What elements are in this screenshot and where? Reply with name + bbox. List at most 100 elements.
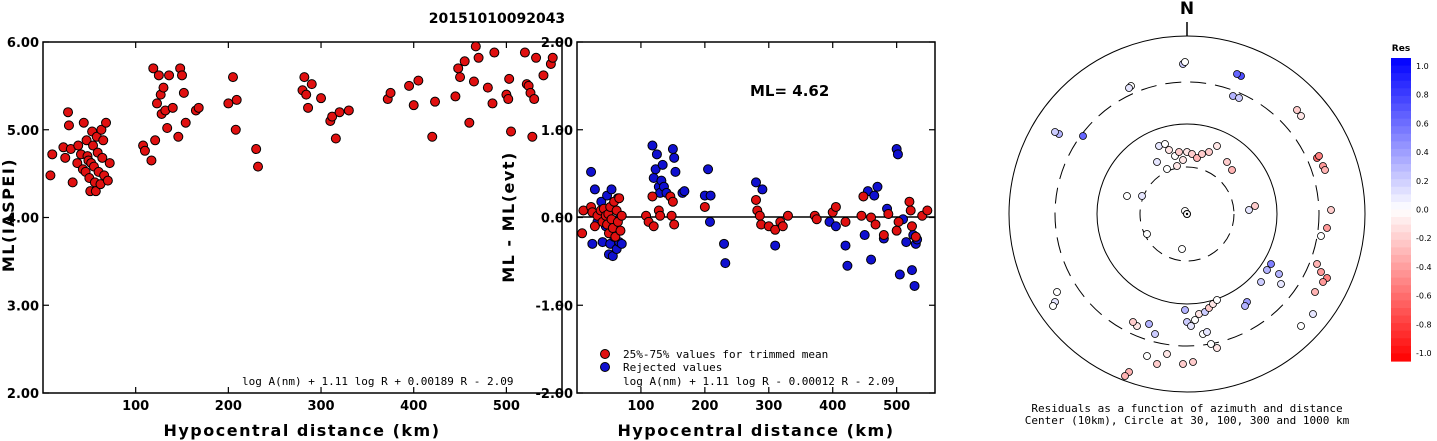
station-residual-point bbox=[1317, 232, 1325, 240]
chart-title: 20151010092043 bbox=[429, 11, 565, 27]
trimmed-mean-point bbox=[648, 221, 659, 232]
left-data-point bbox=[223, 98, 234, 109]
left-data-point bbox=[164, 70, 175, 81]
colorbar-tick-label: -0.8 bbox=[1416, 320, 1432, 329]
colorbar-tick-label: -0.2 bbox=[1416, 234, 1432, 243]
left-y-tick-label: 2.00 bbox=[7, 387, 39, 402]
rejected-point bbox=[859, 230, 870, 241]
station-residual-point bbox=[1205, 148, 1213, 156]
station-residual-point bbox=[1309, 310, 1317, 318]
left-points bbox=[45, 41, 558, 197]
left-data-point bbox=[538, 70, 549, 81]
middle-x-axis-label: Hypocentral distance (km) bbox=[617, 421, 894, 440]
station-residual-point bbox=[1319, 278, 1327, 286]
ml-annotation: ML= 4.62 bbox=[750, 82, 829, 100]
middle-y-ticks: -2.00 -1.00 0.00 1.00 2.00 bbox=[536, 36, 935, 402]
left-data-point bbox=[251, 144, 262, 155]
middle-x-tick-label: 400 bbox=[819, 399, 846, 414]
trimmed-mean-point bbox=[666, 210, 677, 221]
station-residual-point bbox=[1187, 322, 1195, 330]
left-x-tick-label: 500 bbox=[493, 399, 520, 414]
colorbar-tick-label: 0.2 bbox=[1416, 177, 1429, 186]
epicenter-dot bbox=[1185, 212, 1189, 216]
left-data-point bbox=[227, 72, 238, 83]
station-residual-point bbox=[1125, 84, 1133, 92]
colorbar-segment bbox=[1391, 270, 1411, 279]
station-residual-point bbox=[1175, 148, 1183, 156]
colorbar-tick-label: -1.0 bbox=[1416, 349, 1432, 358]
left-data-point bbox=[459, 56, 470, 67]
middle-x-tick-label: 300 bbox=[755, 399, 782, 414]
left-data-point bbox=[60, 152, 71, 163]
middle-y-tick-label: 0.00 bbox=[541, 212, 573, 227]
colorbar-segment bbox=[1391, 254, 1411, 264]
rejected-point bbox=[589, 184, 600, 195]
trimmed-mean-point bbox=[751, 194, 761, 205]
left-data-point bbox=[151, 98, 162, 109]
colorbar-tick-label: -0.6 bbox=[1416, 292, 1432, 301]
station-residual-point bbox=[1297, 322, 1305, 330]
left-data-point bbox=[464, 117, 475, 128]
left-data-point bbox=[162, 122, 173, 133]
trimmed-mean-point bbox=[589, 221, 600, 232]
rejected-point bbox=[703, 164, 714, 175]
middle-y-axis-label: ML - ML(evt) bbox=[499, 151, 518, 283]
colorbar-segment bbox=[1391, 58, 1411, 67]
station-residual-point bbox=[1213, 344, 1221, 352]
trimmed-mean-point bbox=[614, 193, 625, 204]
left-data-point bbox=[301, 89, 312, 100]
station-residual-point bbox=[1233, 70, 1241, 78]
station-residual-point bbox=[1151, 330, 1159, 338]
station-residual-point bbox=[1053, 288, 1061, 296]
trimmed-mean-point bbox=[754, 210, 765, 221]
station-residual-point bbox=[1277, 280, 1285, 288]
trimmed-mean-point bbox=[904, 196, 915, 207]
rejected-point bbox=[901, 237, 912, 248]
colorbar-segment bbox=[1391, 95, 1411, 105]
colorbar-segment bbox=[1391, 73, 1411, 82]
left-x-tick-label: 200 bbox=[215, 399, 242, 414]
left-data-point bbox=[453, 63, 464, 74]
station-residual-point bbox=[1323, 224, 1331, 232]
left-data-point bbox=[96, 124, 107, 135]
left-data-point bbox=[529, 94, 540, 105]
rejected-point bbox=[647, 140, 658, 151]
polar-caption-line2: Center (10km), Circle at 30, 100, 300 an… bbox=[1025, 414, 1350, 427]
colorbar-segment bbox=[1391, 156, 1411, 165]
station-residual-point bbox=[1193, 154, 1201, 162]
left-data-point bbox=[473, 52, 484, 63]
rejected-point bbox=[587, 238, 598, 249]
left-x-tick-label: 100 bbox=[122, 399, 149, 414]
rejected-point bbox=[770, 240, 781, 251]
left-panel: 2.00 3.00 4.00 5.00 6.00 100 200 300 400 500 log… bbox=[0, 36, 563, 440]
station-residual-point bbox=[1153, 158, 1161, 166]
station-residual-point bbox=[1213, 142, 1221, 150]
left-data-point bbox=[97, 152, 108, 163]
left-data-point bbox=[430, 96, 441, 107]
colorbar-segment bbox=[1391, 80, 1411, 89]
station-residual-point bbox=[1129, 318, 1137, 326]
left-data-point bbox=[504, 73, 515, 84]
rejected-point bbox=[909, 280, 920, 291]
station-residual-point bbox=[1181, 58, 1189, 66]
left-y-tick-label: 6.00 bbox=[7, 36, 39, 51]
left-data-point bbox=[385, 87, 396, 98]
left-data-point bbox=[230, 124, 241, 135]
colorbar-segment bbox=[1391, 345, 1411, 355]
colorbar-segment bbox=[1391, 88, 1411, 97]
colorbar-segment bbox=[1391, 201, 1411, 211]
middle-y-tick-label: 1.00 bbox=[541, 124, 573, 139]
left-data-point bbox=[413, 75, 424, 86]
left-data-point bbox=[177, 70, 188, 81]
middle-points bbox=[577, 140, 933, 291]
station-residual-point bbox=[1181, 306, 1189, 314]
trimmed-mean-point bbox=[577, 228, 588, 239]
rejected-point bbox=[670, 166, 681, 177]
left-data-point bbox=[178, 87, 189, 98]
rejected-point bbox=[892, 149, 903, 160]
middle-y-tick-label: -1.00 bbox=[536, 299, 573, 314]
trimmed-mean-point bbox=[699, 201, 710, 212]
station-residual-point bbox=[1235, 94, 1243, 102]
station-residual-point bbox=[1163, 350, 1171, 358]
colorbar-label: Res bbox=[1392, 44, 1410, 54]
